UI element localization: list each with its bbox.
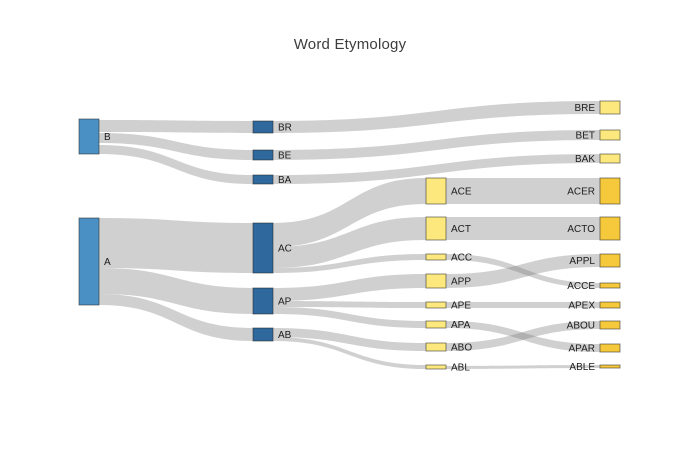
link-ACC-ACCE[interactable]: [446, 254, 600, 288]
node-BR[interactable]: [252, 120, 274, 134]
node-ACE[interactable]: [425, 177, 447, 205]
node-label-ABL: ABL: [451, 363, 470, 374]
sankey-node-labels: BABRBEBAACAPABACEACTACCAPPAPEAPAABOABLBR…: [104, 103, 595, 374]
link-AP-APP[interactable]: [273, 274, 426, 301]
link-AC-ACE[interactable]: [273, 178, 426, 247]
node-BE[interactable]: [252, 149, 274, 161]
node-label-ABOU: ABOU: [567, 321, 595, 332]
link-B-BE[interactable]: [99, 133, 253, 160]
node-label-ACT: ACT: [451, 224, 471, 235]
node-label-APEX: APEX: [568, 301, 595, 312]
node-ACCE[interactable]: [599, 282, 621, 289]
node-ABO[interactable]: [425, 342, 447, 352]
link-BA-BAK[interactable]: [273, 154, 600, 184]
node-label-A: A: [104, 257, 111, 268]
node-BRE[interactable]: [599, 100, 621, 115]
link-APA-APAR[interactable]: [446, 321, 600, 352]
node-label-AP: AP: [278, 297, 292, 308]
node-label-ACCE: ACCE: [567, 281, 595, 292]
node-ACTO[interactable]: [599, 216, 621, 241]
node-label-AC: AC: [278, 244, 292, 255]
link-APP-APPL[interactable]: [446, 254, 600, 288]
chart-title: Word Etymology: [293, 36, 407, 53]
node-label-ACER: ACER: [567, 187, 595, 198]
link-ABL-ABLE[interactable]: [446, 365, 600, 369]
link-ACT-ACTO[interactable]: [446, 217, 600, 240]
node-label-APP: APP: [451, 277, 471, 288]
link-AB-ABL[interactable]: [273, 337, 426, 369]
link-ACE-ACER[interactable]: [446, 178, 600, 204]
node-label-ABLE: ABLE: [569, 362, 595, 373]
node-label-BE: BE: [278, 151, 292, 162]
node-label-APPL: APPL: [569, 256, 595, 267]
node-label-BET: BET: [576, 131, 595, 142]
link-B-BR[interactable]: [99, 120, 253, 133]
node-ACT[interactable]: [425, 216, 447, 241]
node-label-ACE: ACE: [451, 187, 472, 198]
node-label-BAK: BAK: [575, 154, 595, 165]
node-B[interactable]: [78, 118, 100, 155]
sankey-nodes: [78, 100, 621, 370]
node-APP[interactable]: [425, 273, 447, 289]
link-A-AB[interactable]: [99, 294, 253, 341]
node-BET[interactable]: [599, 129, 621, 141]
node-label-ACTO: ACTO: [567, 224, 595, 235]
link-AB-ABO[interactable]: [273, 328, 426, 351]
node-BAK[interactable]: [599, 153, 621, 164]
link-A-AC[interactable]: [99, 218, 253, 273]
link-APE-APEX[interactable]: [446, 302, 600, 308]
node-AC[interactable]: [252, 222, 274, 274]
link-B-BA[interactable]: [99, 145, 253, 184]
node-AB[interactable]: [252, 327, 274, 342]
node-ACC[interactable]: [425, 253, 447, 261]
link-AC-ACC[interactable]: [273, 254, 426, 273]
link-AC-ACT[interactable]: [273, 217, 426, 268]
link-BR-BRE[interactable]: [273, 101, 600, 133]
node-label-BA: BA: [278, 175, 292, 186]
node-AP[interactable]: [252, 287, 274, 315]
link-AP-APA[interactable]: [273, 307, 426, 328]
node-label-ABO: ABO: [451, 343, 472, 354]
node-ABLE[interactable]: [599, 364, 621, 369]
node-ABOU[interactable]: [599, 320, 621, 330]
node-APA[interactable]: [425, 320, 447, 329]
node-APE[interactable]: [425, 301, 447, 309]
node-label-APE: APE: [451, 301, 471, 312]
node-label-APAR: APAR: [569, 344, 596, 355]
node-BA[interactable]: [252, 174, 274, 185]
node-label-ACC: ACC: [451, 253, 472, 264]
node-label-BR: BR: [278, 123, 292, 134]
node-ACER[interactable]: [599, 177, 621, 205]
node-A[interactable]: [78, 217, 100, 306]
node-APAR[interactable]: [599, 343, 621, 353]
node-label-BRE: BRE: [574, 103, 595, 114]
link-AP-APE[interactable]: [273, 301, 426, 308]
link-BE-BET[interactable]: [273, 130, 600, 160]
link-ABO-ABOU[interactable]: [446, 321, 600, 351]
node-APPL[interactable]: [599, 253, 621, 268]
node-APEX[interactable]: [599, 301, 621, 309]
node-ABL[interactable]: [425, 364, 447, 370]
link-A-AP[interactable]: [99, 268, 253, 314]
node-label-B: B: [104, 132, 111, 143]
node-label-APA: APA: [451, 320, 471, 331]
node-label-AB: AB: [278, 330, 292, 341]
sankey-links: [99, 101, 600, 369]
